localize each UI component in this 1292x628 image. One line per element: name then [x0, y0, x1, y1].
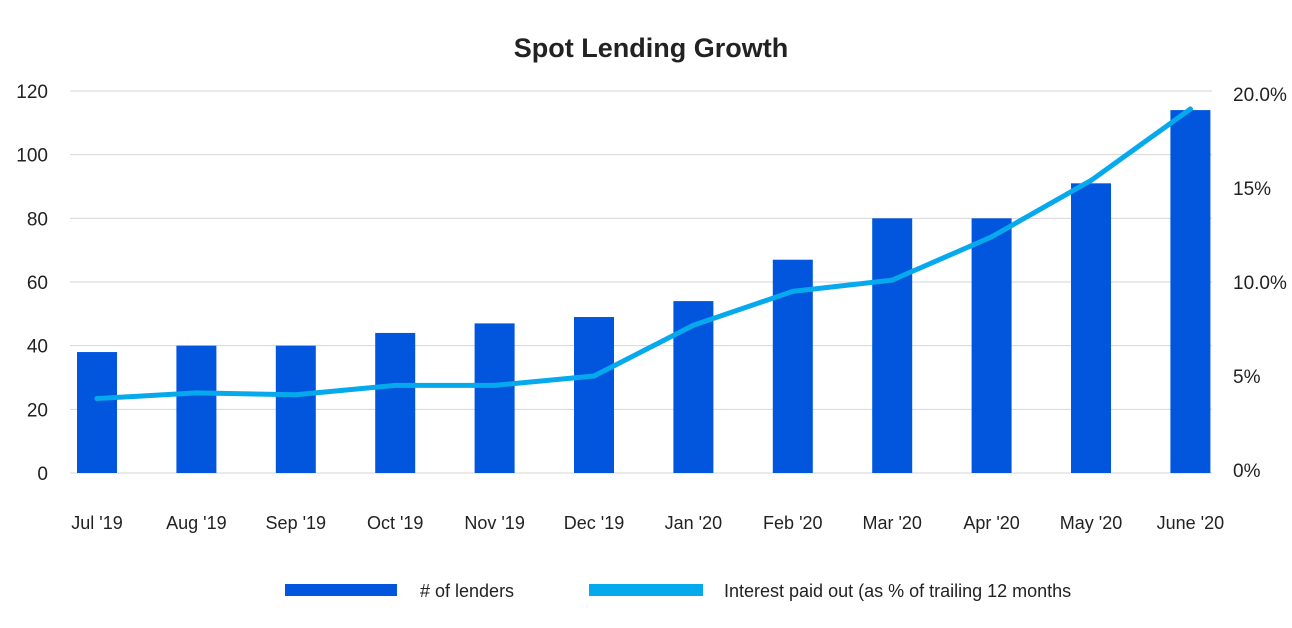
left-axis: 0 20 40 60 80 100 120: [16, 82, 48, 485]
right-axis: 0% 5% 10.0% 15% 20.0%: [1233, 85, 1287, 482]
legend-swatch-line: [589, 584, 703, 596]
line-point: [1187, 106, 1193, 112]
left-tick-label: 20: [27, 400, 48, 421]
right-tick-label: 5%: [1233, 367, 1261, 388]
line-point: [989, 234, 995, 240]
bar: [1071, 183, 1111, 474]
x-tick-label: Dec '19: [564, 513, 624, 533]
x-tick-label: May '20: [1060, 513, 1122, 533]
right-tick-label: 15%: [1233, 179, 1271, 200]
left-tick-label: 0: [37, 464, 48, 485]
right-tick-label: 10.0%: [1233, 273, 1287, 294]
bar: [375, 332, 416, 473]
x-tick-label: Sep '19: [266, 513, 327, 533]
legend-label-bars: # of lenders: [420, 581, 514, 601]
x-tick-label: Jul '19: [71, 513, 122, 533]
legend-swatch-bars: [285, 584, 397, 596]
bar-series: [77, 110, 1211, 474]
bar: [474, 323, 515, 473]
left-tick-label: 100: [16, 146, 48, 167]
line-point: [591, 373, 597, 379]
line-point: [392, 382, 398, 388]
line-point: [790, 288, 796, 294]
right-tick-label: 0%: [1233, 461, 1261, 482]
bar: [574, 317, 614, 473]
line-point: [94, 396, 100, 402]
line-point: [1088, 177, 1094, 183]
bar: [872, 218, 913, 473]
x-tick-label: Feb '20: [763, 513, 822, 533]
x-tick-label: Apr '20: [963, 513, 1019, 533]
x-tick-label: June '20: [1157, 513, 1225, 533]
bar: [1170, 110, 1211, 473]
x-tick-label: Aug '19: [166, 513, 227, 533]
line-path: [94, 106, 1193, 402]
right-tick-label: 20.0%: [1233, 85, 1287, 106]
bar: [971, 218, 1012, 473]
left-tick-label: 60: [27, 273, 48, 294]
bar: [176, 345, 217, 473]
line-series: [94, 106, 1193, 402]
gridlines: [70, 90, 1212, 474]
bar: [77, 352, 117, 473]
legend: # of lenders Interest paid out (as % of …: [285, 581, 1071, 601]
left-tick-label: 40: [27, 337, 48, 358]
x-tick-label: Mar '20: [862, 513, 921, 533]
x-tick-label: Nov '19: [464, 513, 524, 533]
bar: [275, 345, 316, 473]
line-point: [293, 392, 299, 398]
legend-label-line: Interest paid out (as % of trailing 12 m…: [724, 581, 1071, 601]
x-axis: Jul '19 Aug '19 Sep '19 Oct '19 Nov '19 Dec '…: [71, 513, 1224, 533]
left-tick-label: 120: [16, 82, 48, 103]
line-point: [193, 390, 199, 396]
x-tick-label: Jan '20: [665, 513, 722, 533]
line-point: [889, 277, 895, 283]
line-point: [492, 382, 498, 388]
left-tick-label: 80: [27, 209, 48, 230]
line-point: [690, 322, 696, 328]
chart-title: Spot Lending Growth: [514, 33, 788, 63]
x-tick-label: Oct '19: [367, 513, 423, 533]
